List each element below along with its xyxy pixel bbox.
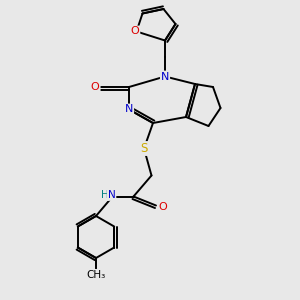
Text: O: O xyxy=(91,82,100,92)
Text: O: O xyxy=(130,26,140,37)
Text: H: H xyxy=(100,190,108,200)
Text: O: O xyxy=(158,202,167,212)
Text: N: N xyxy=(108,190,116,200)
Text: N: N xyxy=(125,104,133,115)
Text: CH₃: CH₃ xyxy=(86,270,106,280)
Text: S: S xyxy=(140,142,148,155)
Text: N: N xyxy=(161,71,169,82)
